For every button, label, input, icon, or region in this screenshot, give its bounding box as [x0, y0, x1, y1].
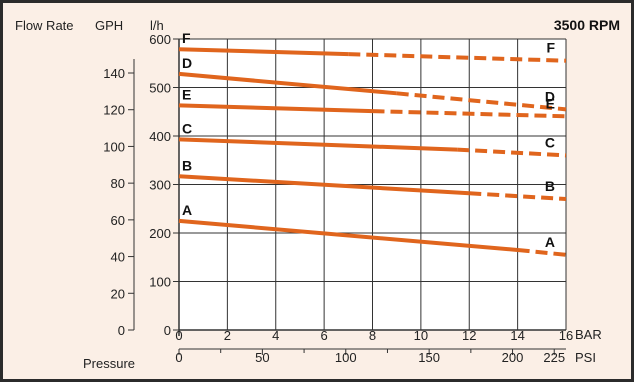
- x-axis-title: Pressure: [83, 356, 135, 371]
- series-label-B-end: B: [545, 178, 555, 194]
- bar-tick-label: 6: [321, 328, 328, 343]
- gph-tick-label: 80: [111, 176, 125, 191]
- series-label-E-end: E: [546, 95, 555, 111]
- bar-tick-label: 0: [175, 328, 182, 343]
- bar-tick-label: 4: [272, 328, 279, 343]
- series-line-B-dashed: [469, 191, 567, 202]
- lh-tick-label: 500: [149, 81, 171, 96]
- gph-unit-label: GPH: [95, 18, 123, 33]
- lh-tick-label: 400: [149, 129, 171, 144]
- series-label-A-end: A: [545, 234, 555, 250]
- series-line-B: [178, 174, 470, 196]
- bar-unit-label: BAR: [575, 327, 602, 342]
- lh-tick-label: 300: [149, 178, 171, 193]
- lh-tick-label: 100: [149, 275, 171, 290]
- series-label-D-end: D: [545, 88, 555, 104]
- series-label-E-start: E: [182, 86, 191, 102]
- gph-tick-label: 60: [111, 213, 125, 228]
- psi-tick-label: 150: [418, 350, 440, 365]
- series-line-E: [178, 103, 373, 114]
- psi-tick-label: 0: [175, 350, 182, 365]
- bar-tick-label: 14: [510, 328, 524, 343]
- series-line-E-dashed: [372, 109, 567, 119]
- lh-tick-label: 600: [149, 32, 171, 47]
- lh-tick-label: 200: [149, 226, 171, 241]
- series-line-C: [178, 137, 458, 152]
- y-axis-title: Flow Rate: [15, 18, 74, 33]
- bar-tick-label: 2: [224, 328, 231, 343]
- series-line-D-dashed: [396, 91, 567, 112]
- lh-tick-label: 0: [164, 323, 171, 338]
- bar-tick-label: 8: [369, 328, 376, 343]
- flow-chart: Flow Rate GPH l/h 3500 RPM Pressure BAR PSI 0 10…: [15, 17, 620, 371]
- series-line-C-dashed: [457, 147, 567, 158]
- series-line-F-dashed: [348, 52, 567, 63]
- lh-unit-label: l/h: [150, 18, 164, 33]
- bar-tick-label: 10: [414, 328, 428, 343]
- psi-unit-label: PSI: [575, 350, 596, 365]
- gph-tick-label: 20: [111, 286, 125, 301]
- series-line-A: [178, 218, 518, 252]
- bar-tick-label: 16: [559, 328, 573, 343]
- psi-tick-label: 200: [502, 350, 524, 365]
- psi-tick-label: 50: [255, 350, 269, 365]
- series-label-A-start: A: [182, 202, 192, 218]
- series-label-D-start: D: [182, 55, 192, 71]
- gph-tick-label: 140: [103, 66, 125, 81]
- gph-tick-label: 0: [118, 323, 125, 338]
- psi-tick-label: 100: [335, 350, 357, 365]
- gph-tick-label: 40: [111, 250, 125, 265]
- psi-tick-label: 225: [543, 350, 565, 365]
- series-label-C-end: C: [545, 134, 555, 150]
- gph-tick-label: 120: [103, 103, 125, 118]
- series-line-D: [178, 71, 397, 96]
- bar-tick-label: 12: [462, 328, 476, 343]
- series-label-F-end: F: [546, 40, 555, 56]
- series-label-B-start: B: [182, 157, 192, 173]
- series-label-C-start: C: [182, 120, 192, 136]
- series-line-A-dashed: [517, 247, 567, 257]
- chart-title: 3500 RPM: [554, 17, 620, 33]
- series-line-F: [178, 47, 349, 57]
- series-label-F-start: F: [182, 30, 191, 46]
- gph-tick-label: 100: [103, 139, 125, 154]
